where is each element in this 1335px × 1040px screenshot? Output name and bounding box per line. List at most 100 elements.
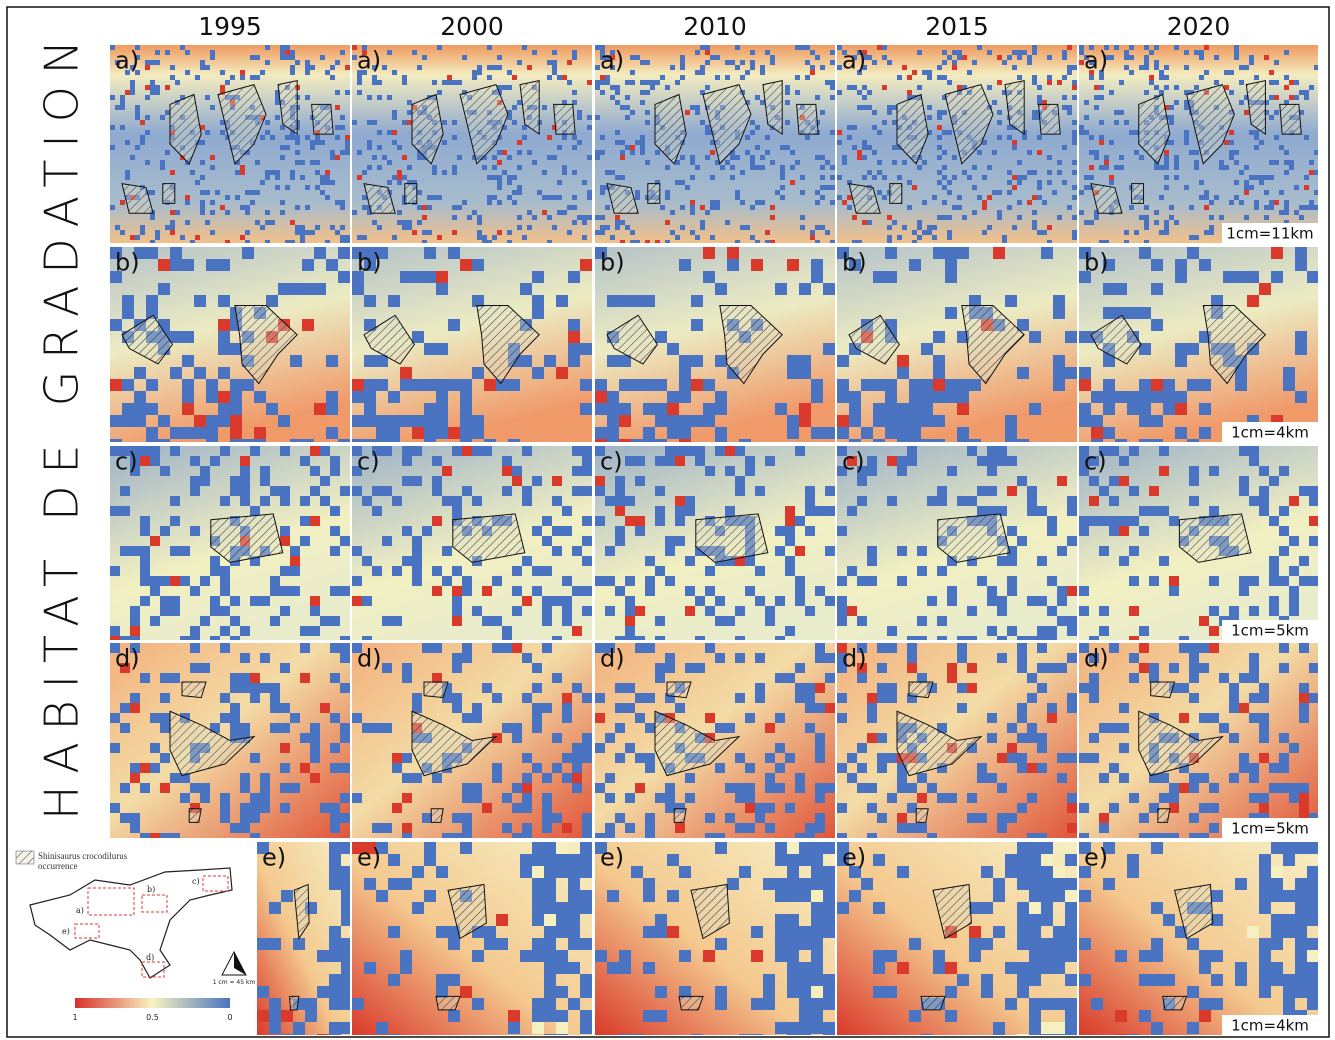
pixel — [635, 240, 640, 243]
pixel — [997, 813, 1007, 823]
pixel — [790, 165, 795, 170]
pixel — [885, 379, 897, 391]
pixel — [557, 75, 562, 80]
pixel — [823, 1022, 835, 1034]
pixel — [867, 456, 877, 466]
pixel — [580, 986, 592, 998]
pixel — [305, 998, 317, 1010]
pixel — [1184, 135, 1189, 140]
pixel — [997, 120, 1002, 125]
pixel — [1109, 516, 1119, 526]
pixel — [170, 576, 180, 586]
pixel — [1047, 713, 1057, 723]
pixel — [568, 271, 580, 283]
pixel — [345, 140, 350, 145]
pixel — [1139, 439, 1151, 442]
pixel — [685, 110, 690, 115]
pixel — [1057, 616, 1067, 626]
pixel — [1199, 663, 1209, 673]
pixel — [552, 636, 562, 640]
pixel — [987, 773, 997, 783]
pixel — [780, 175, 785, 180]
pixel — [921, 439, 933, 442]
pixel — [735, 793, 745, 803]
pixel — [605, 833, 615, 838]
pixel — [422, 240, 427, 243]
pixel — [745, 150, 750, 155]
pixel — [1017, 1034, 1029, 1035]
pixel — [1299, 205, 1304, 210]
pixel — [655, 456, 665, 466]
pixel — [1079, 415, 1091, 427]
pixel — [572, 446, 582, 456]
pixel — [1151, 379, 1163, 391]
pixel — [715, 938, 727, 950]
pixel — [1067, 653, 1077, 663]
map-panel: b) — [595, 247, 835, 442]
pixel — [1229, 155, 1234, 160]
pixel — [1164, 150, 1169, 155]
pixel — [424, 379, 436, 391]
pixel — [745, 763, 755, 773]
pixel — [799, 878, 811, 890]
pixel — [730, 60, 735, 65]
pixel — [165, 50, 170, 55]
pixel — [1067, 496, 1077, 506]
pixel — [1199, 616, 1209, 626]
pixel — [1053, 866, 1065, 878]
pixel — [582, 456, 592, 466]
pixel — [572, 145, 577, 150]
panel-label: c) — [600, 448, 623, 476]
pixel — [265, 170, 270, 175]
pixel — [269, 1022, 281, 1034]
pixel — [1017, 536, 1027, 546]
pixel — [1284, 205, 1289, 210]
pixel — [1235, 974, 1247, 986]
pixel — [823, 1034, 835, 1035]
pixel — [1099, 140, 1104, 145]
pixel — [340, 240, 345, 243]
pixel — [635, 606, 645, 616]
pixel — [1017, 763, 1027, 773]
pixel — [1119, 773, 1129, 783]
pixel — [452, 120, 457, 125]
pixel — [745, 783, 755, 793]
pixel — [695, 70, 700, 75]
pixel — [1104, 165, 1109, 170]
pixel — [314, 403, 326, 415]
pixel — [715, 763, 725, 773]
pixel — [1037, 626, 1047, 636]
pixel — [587, 215, 592, 220]
pixel — [442, 120, 447, 125]
pixel — [522, 235, 527, 240]
pixel — [260, 180, 265, 185]
pixel — [811, 427, 823, 439]
pixel — [675, 235, 680, 240]
pixel — [1159, 75, 1164, 80]
pixel — [862, 220, 867, 225]
pixel — [765, 823, 775, 833]
pixel — [635, 753, 645, 763]
pixel — [125, 140, 130, 145]
pixel — [412, 476, 422, 486]
pixel — [567, 230, 572, 235]
pixel — [1189, 643, 1199, 653]
pixel — [1169, 516, 1179, 526]
pixel — [857, 240, 862, 243]
year-label: 2000 — [440, 12, 504, 41]
pixel — [502, 486, 512, 496]
pixel — [947, 230, 952, 235]
pixel — [1129, 70, 1134, 75]
pixel — [1109, 55, 1114, 60]
pixel — [873, 271, 885, 283]
pixel — [1269, 763, 1279, 773]
pixel — [402, 823, 412, 833]
pixel — [595, 743, 605, 753]
pixel — [1151, 902, 1163, 914]
pixel — [302, 439, 314, 442]
pixel — [1007, 190, 1012, 195]
pixel — [218, 391, 230, 403]
pixel — [1259, 974, 1271, 986]
pixel — [842, 155, 847, 160]
pixel — [1299, 703, 1309, 713]
